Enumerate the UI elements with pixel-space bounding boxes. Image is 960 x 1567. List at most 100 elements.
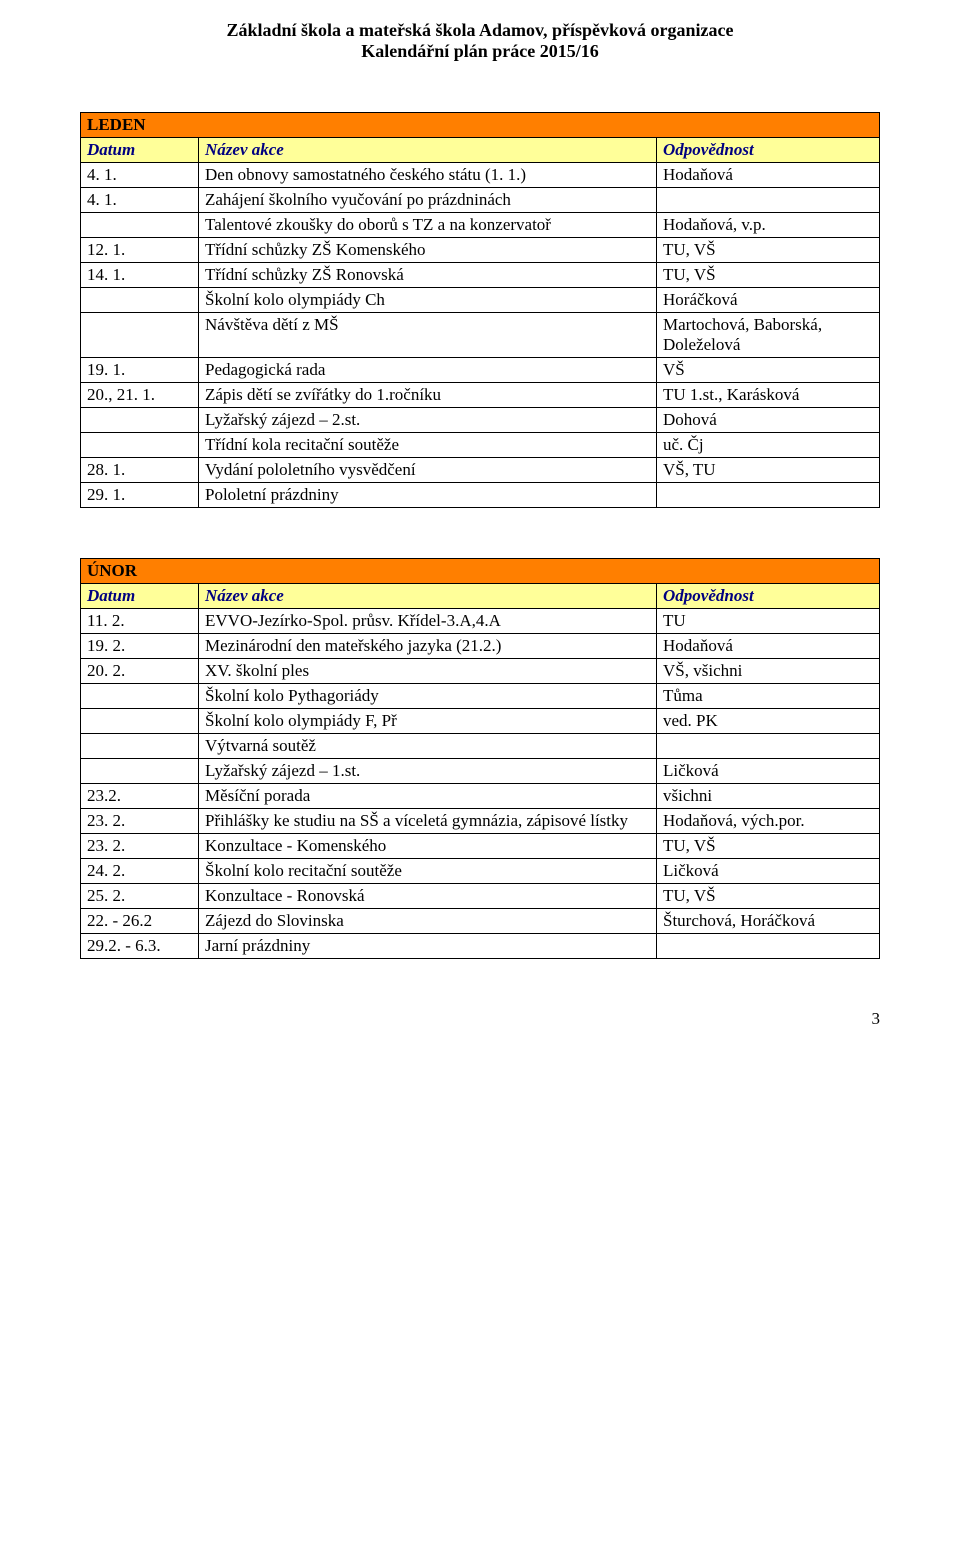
cell-resp: TU 1.st., Karásková: [657, 383, 880, 408]
document-header: Základní škola a mateřská škola Adamov, …: [80, 20, 880, 62]
table-row: 4. 1.Zahájení školního vyučování po práz…: [81, 188, 880, 213]
cell-date: 20. 2.: [81, 659, 199, 684]
cell-name: Třídní schůzky ZŠ Komenského: [199, 238, 657, 263]
table-row: Školní kolo olympiády F, Přved. PK: [81, 709, 880, 734]
cell-resp: VŠ: [657, 358, 880, 383]
cell-date: 19. 1.: [81, 358, 199, 383]
cell-name: Lyžařský zájezd – 1.st.: [199, 759, 657, 784]
cell-resp: [657, 483, 880, 508]
cell-date: 19. 2.: [81, 634, 199, 659]
cell-name: Lyžařský zájezd – 2.st.: [199, 408, 657, 433]
cell-name: Měsíční porada: [199, 784, 657, 809]
cell-date: 12. 1.: [81, 238, 199, 263]
cell-resp: TU, VŠ: [657, 238, 880, 263]
cell-resp: Martochová, Baborská, Doleželová: [657, 313, 880, 358]
cell-name: Den obnovy samostatného českého státu (1…: [199, 163, 657, 188]
cell-date: 23.2.: [81, 784, 199, 809]
cell-resp: Šturchová, Horáčková: [657, 909, 880, 934]
table-row: Lyžařský zájezd – 2.st.Dohová: [81, 408, 880, 433]
page: Základní škola a mateřská škola Adamov, …: [0, 0, 960, 1069]
cell-date: 29. 1.: [81, 483, 199, 508]
table-title: LEDEN: [81, 113, 880, 138]
cell-resp: uč. Čj: [657, 433, 880, 458]
table-header-row: Datum Název akce Odpovědnost: [81, 138, 880, 163]
cell-date: [81, 313, 199, 358]
cell-resp: ved. PK: [657, 709, 880, 734]
cell-name: Zápis dětí se zvířátky do 1.ročníku: [199, 383, 657, 408]
table-unor: ÚNOR Datum Název akce Odpovědnost 11. 2.…: [80, 558, 880, 959]
page-number: 3: [80, 1009, 880, 1029]
table-row: 19. 2.Mezinárodní den mateřského jazyka …: [81, 634, 880, 659]
col-header-date: Datum: [81, 138, 199, 163]
cell-date: [81, 288, 199, 313]
cell-name: Třídní kola recitační soutěže: [199, 433, 657, 458]
col-header-date: Datum: [81, 584, 199, 609]
cell-resp: Ličková: [657, 859, 880, 884]
col-header-resp: Odpovědnost: [657, 584, 880, 609]
col-header-name: Název akce: [199, 584, 657, 609]
cell-resp: Tůma: [657, 684, 880, 709]
table-title-row: LEDEN: [81, 113, 880, 138]
cell-name: Výtvarná soutěž: [199, 734, 657, 759]
cell-date: 29.2. - 6.3.: [81, 934, 199, 959]
header-line-2: Kalendářní plán práce 2015/16: [80, 41, 880, 62]
table-row: Talentové zkoušky do oborů s TZ a na kon…: [81, 213, 880, 238]
cell-resp: Ličková: [657, 759, 880, 784]
cell-date: [81, 709, 199, 734]
cell-resp: všichni: [657, 784, 880, 809]
cell-resp: VŠ, TU: [657, 458, 880, 483]
table-header-row: Datum Název akce Odpovědnost: [81, 584, 880, 609]
col-header-name: Název akce: [199, 138, 657, 163]
cell-name: Školní kolo Pythagoriády: [199, 684, 657, 709]
cell-date: [81, 684, 199, 709]
table-title: ÚNOR: [81, 559, 880, 584]
cell-name: Talentové zkoušky do oborů s TZ a na kon…: [199, 213, 657, 238]
cell-name: XV. školní ples: [199, 659, 657, 684]
cell-name: Třídní schůzky ZŠ Ronovská: [199, 263, 657, 288]
table-title-row: ÚNOR: [81, 559, 880, 584]
table-row: 20., 21. 1.Zápis dětí se zvířátky do 1.r…: [81, 383, 880, 408]
header-line-1: Základní škola a mateřská škola Adamov, …: [80, 20, 880, 41]
table-row: 19. 1.Pedagogická radaVŠ: [81, 358, 880, 383]
cell-date: 24. 2.: [81, 859, 199, 884]
cell-name: Zahájení školního vyučování po prázdniná…: [199, 188, 657, 213]
cell-date: 25. 2.: [81, 884, 199, 909]
table-row: 22. - 26.2Zájezd do SlovinskaŠturchová, …: [81, 909, 880, 934]
cell-date: 23. 2.: [81, 809, 199, 834]
cell-date: [81, 408, 199, 433]
table-row: Školní kolo PythagoriádyTůma: [81, 684, 880, 709]
cell-name: Konzultace - Komenského: [199, 834, 657, 859]
cell-date: 28. 1.: [81, 458, 199, 483]
table-row: 25. 2.Konzultace - RonovskáTU, VŠ: [81, 884, 880, 909]
cell-name: Školní kolo olympiády Ch: [199, 288, 657, 313]
cell-resp: [657, 934, 880, 959]
table-row: 12. 1.Třídní schůzky ZŠ KomenskéhoTU, VŠ: [81, 238, 880, 263]
cell-resp: Hodaňová: [657, 163, 880, 188]
table-row: 28. 1.Vydání pololetního vysvědčeníVŠ, T…: [81, 458, 880, 483]
cell-name: Pololetní prázdniny: [199, 483, 657, 508]
cell-resp: Dohová: [657, 408, 880, 433]
table-leden: LEDEN Datum Název akce Odpovědnost 4. 1.…: [80, 112, 880, 508]
cell-name: Školní kolo olympiády F, Př: [199, 709, 657, 734]
cell-resp: VŠ, všichni: [657, 659, 880, 684]
cell-name: Školní kolo recitační soutěže: [199, 859, 657, 884]
cell-name: Mezinárodní den mateřského jazyka (21.2.…: [199, 634, 657, 659]
table-row: 23. 2.Přihlášky ke studiu na SŠ a vícele…: [81, 809, 880, 834]
cell-resp: [657, 188, 880, 213]
cell-resp: Horáčková: [657, 288, 880, 313]
cell-resp: Hodaňová, v.p.: [657, 213, 880, 238]
col-header-resp: Odpovědnost: [657, 138, 880, 163]
table-row: 23.2.Měsíční poradavšichni: [81, 784, 880, 809]
cell-resp: TU, VŠ: [657, 834, 880, 859]
cell-resp: TU, VŠ: [657, 884, 880, 909]
cell-date: [81, 734, 199, 759]
table-row: Výtvarná soutěž: [81, 734, 880, 759]
cell-name: Návštěva dětí z MŠ: [199, 313, 657, 358]
table-row: 23. 2.Konzultace - KomenskéhoTU, VŠ: [81, 834, 880, 859]
cell-resp: [657, 734, 880, 759]
cell-resp: TU, VŠ: [657, 263, 880, 288]
table-row: Návštěva dětí z MŠMartochová, Baborská, …: [81, 313, 880, 358]
table-row: 11. 2.EVVO-Jezírko-Spol. průsv. Křídel-3…: [81, 609, 880, 634]
table-row: 29.2. - 6.3.Jarní prázdniny: [81, 934, 880, 959]
cell-date: [81, 213, 199, 238]
